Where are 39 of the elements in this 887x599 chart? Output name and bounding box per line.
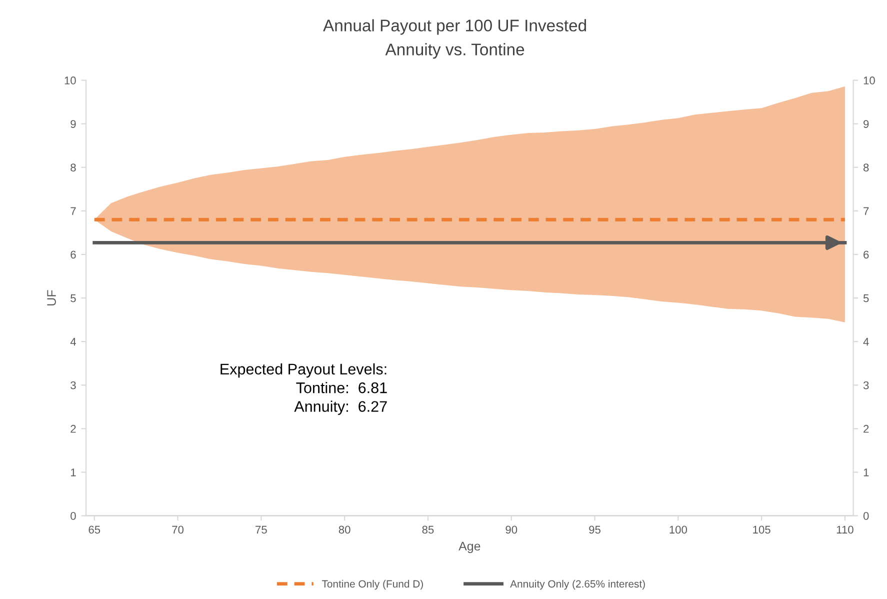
y-tick-label: 3 — [70, 381, 76, 390]
x-tick-label: 110 — [836, 526, 854, 534]
chart-subtitle: Annuity vs. Tontine — [385, 43, 524, 59]
y-tick-label: 10 — [64, 76, 76, 84]
y-tick-label: 6 — [70, 250, 76, 259]
chart-title: Annual Payout per 100 UF Invested — [323, 19, 586, 35]
y2-tick-label: 9 — [864, 120, 869, 128]
y2-tick-label: 3 — [863, 381, 869, 390]
x-tick-label: 70 — [172, 526, 184, 534]
y-tick-label: 7 — [70, 207, 76, 215]
y-tick-label: 4 — [70, 338, 76, 346]
y2-tick-label: 10 — [864, 76, 875, 84]
x-tick-label: 105 — [753, 526, 770, 534]
x-tick-label: 80 — [338, 526, 350, 534]
y2-tick-label: 7 — [864, 207, 869, 215]
x-tick-label: 95 — [589, 526, 600, 534]
y2-tick-label: 8 — [864, 164, 869, 172]
y-tick-label: 5 — [70, 294, 76, 302]
y2-tick-label: 4 — [863, 338, 869, 346]
annotation: Expected Payout Levels: Tontine: 6.81 Annuity: 6.27 — [220, 363, 387, 415]
x-tick-label: 65 — [88, 526, 100, 534]
y-tick-label: 2 — [70, 424, 76, 433]
legend-label: Annuity Only (2.65% interest) — [510, 580, 645, 590]
y-tick-label: 1 — [70, 468, 76, 476]
x-tick-label: 75 — [256, 526, 267, 534]
x-axis-title: Age — [458, 542, 480, 554]
x-tick-label: 100 — [670, 526, 687, 534]
y-tick-label: 9 — [70, 120, 76, 128]
y2-tick-label: 1 — [864, 468, 869, 476]
legend-label: Tontine Only (Fund D) — [322, 580, 423, 590]
y2-tick-label: 0 — [863, 512, 869, 520]
y2-tick-label: 5 — [863, 294, 869, 302]
y-tick-label: 0 — [70, 512, 76, 520]
y-tick-label: 8 — [70, 164, 76, 172]
y-axis-title: UF — [47, 290, 56, 306]
x-tick-label: 90 — [506, 526, 518, 534]
y2-tick-label: 2 — [864, 424, 869, 433]
y2-tick-label: 6 — [864, 250, 869, 259]
x-tick-label: 85 — [422, 526, 434, 534]
